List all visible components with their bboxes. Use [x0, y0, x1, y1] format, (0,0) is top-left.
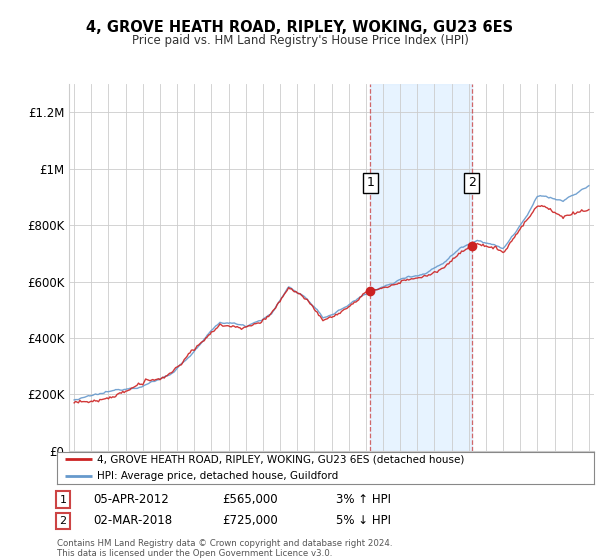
Text: HPI: Average price, detached house, Guildford: HPI: Average price, detached house, Guil… [97, 472, 338, 481]
Text: 4, GROVE HEATH ROAD, RIPLEY, WOKING, GU23 6ES: 4, GROVE HEATH ROAD, RIPLEY, WOKING, GU2… [86, 20, 514, 35]
Text: £725,000: £725,000 [222, 514, 278, 528]
Text: 2: 2 [468, 176, 476, 189]
Text: Price paid vs. HM Land Registry's House Price Index (HPI): Price paid vs. HM Land Registry's House … [131, 34, 469, 46]
Text: 1: 1 [59, 494, 67, 505]
Text: 2: 2 [59, 516, 67, 526]
Text: 3% ↑ HPI: 3% ↑ HPI [336, 493, 391, 506]
Text: 1: 1 [367, 176, 374, 189]
Text: 02-MAR-2018: 02-MAR-2018 [93, 514, 172, 528]
Text: 4, GROVE HEATH ROAD, RIPLEY, WOKING, GU23 6ES (detached house): 4, GROVE HEATH ROAD, RIPLEY, WOKING, GU2… [97, 454, 464, 464]
Bar [370, 84, 472, 451]
Text: £565,000: £565,000 [222, 493, 278, 506]
Text: 5% ↓ HPI: 5% ↓ HPI [336, 514, 391, 528]
Text: 05-APR-2012: 05-APR-2012 [93, 493, 169, 506]
Text: Contains HM Land Registry data © Crown copyright and database right 2024.
This d: Contains HM Land Registry data © Crown c… [57, 539, 392, 558]
